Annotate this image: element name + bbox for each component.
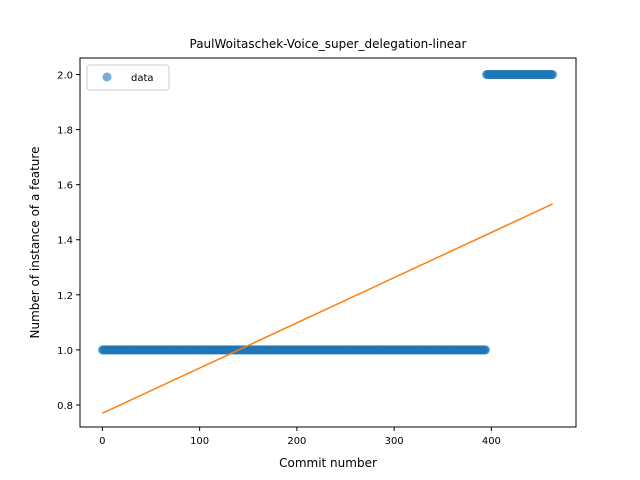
x-tick-label: 300 [385,436,404,447]
legend: data [86,64,170,91]
y-tick-label: 0.8 [57,401,73,412]
x-tick-label: 400 [482,436,501,447]
data-point [548,70,558,80]
y-tick-label: 1.4 [57,236,73,247]
legend-label-data: data [131,73,154,84]
data-point [481,345,491,355]
y-tick-label: 1.6 [57,181,73,192]
x-tick-label: 100 [190,436,209,447]
axes-layer: 0 100 200 300 400 0.8 1.0 1.2 1.4 1.6 1.8 2.0 [57,57,577,447]
x-axis-title: Commit number [279,456,377,470]
y-tick-label: 1.0 [57,346,73,357]
y-tick-label: 1.2 [57,291,73,302]
axes-frame [79,57,577,428]
chart-title: PaulWoitaschek-Voice_super_delegation-li… [190,37,467,51]
legend-marker-data [102,72,112,82]
plot-area [80,58,576,427]
legend-box [86,64,170,91]
x-tick-label: 200 [287,436,306,447]
data-layer [97,70,558,414]
y-tick-label: 2.0 [57,71,73,82]
y-tick-label: 1.8 [57,126,73,137]
x-tick-label: 0 [99,436,105,447]
y-axis-title: Number of instance of a feature [28,147,42,339]
fit-line [102,203,553,414]
